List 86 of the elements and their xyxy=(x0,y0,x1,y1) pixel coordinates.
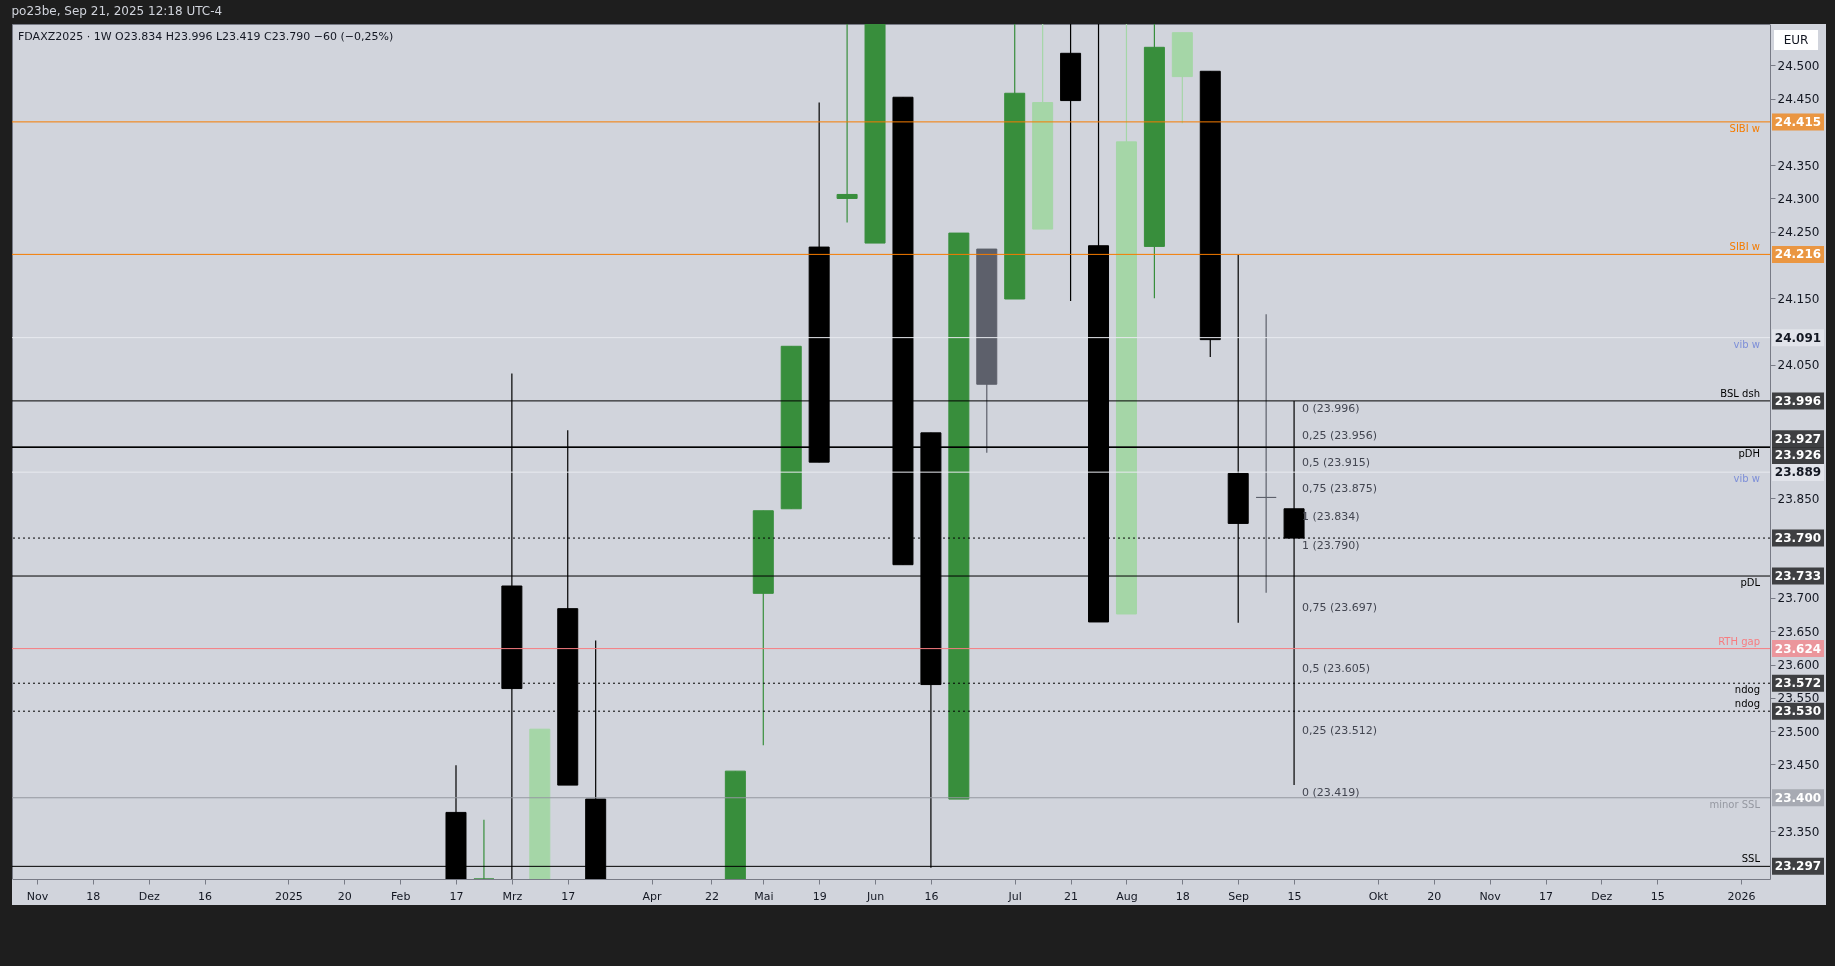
x-tick-label: Jul xyxy=(1007,889,1022,903)
x-tick-label: 18 xyxy=(1175,889,1190,903)
x-tick-label: 16 xyxy=(198,889,213,903)
x-tick-label: 15 xyxy=(1287,889,1302,903)
text: 23.400 xyxy=(1774,790,1822,805)
text: 23.790 xyxy=(1774,531,1822,546)
annotation: 1 (23.834) xyxy=(1302,509,1360,523)
candlestick xyxy=(1255,313,1277,594)
ref-line-label: SIBI w xyxy=(1729,122,1760,134)
ref-line-label: RTH gap xyxy=(1718,635,1760,647)
candlestick xyxy=(836,24,858,224)
x-tick-label: Nov xyxy=(1479,889,1502,903)
x-tick-label: 2026 xyxy=(1727,889,1756,903)
text: 23.297 xyxy=(1774,859,1822,874)
text: 23.530 xyxy=(1774,704,1822,719)
annotation: 1 (23.790) xyxy=(1302,539,1360,553)
annotation: 0,75 (23.875) xyxy=(1302,482,1378,496)
x-tick-label: Sep xyxy=(1228,889,1250,903)
x-tick-label: 17 xyxy=(1539,889,1553,903)
y-tick-label: 23.500 xyxy=(1777,724,1820,739)
x-tick-label: Mai xyxy=(754,889,774,903)
text: 24.415 xyxy=(1774,114,1822,129)
x-tick-label: 20 xyxy=(337,889,352,903)
ref-line-label: ndog xyxy=(1734,684,1760,696)
y-tick-label: 24.450 xyxy=(1777,92,1820,107)
annotation: 0,5 (23.915) xyxy=(1302,455,1371,469)
text: 24.091 xyxy=(1774,330,1822,345)
annotation: 0,5 (23.605) xyxy=(1302,662,1371,676)
y-tick-label: 23.700 xyxy=(1777,591,1820,606)
annotation: 0,25 (23.956) xyxy=(1302,428,1378,442)
y-tick-label: 24.300 xyxy=(1777,191,1820,206)
x-tick-label: 16 xyxy=(924,889,939,903)
text: 23.624 xyxy=(1774,641,1822,656)
x-tick-label: Mrz xyxy=(502,889,523,903)
ref-line-label: vib w xyxy=(1733,338,1760,350)
annotation: 0 (23.996) xyxy=(1302,401,1360,415)
x-tick-label: Jun xyxy=(865,889,885,903)
text: 23.733 xyxy=(1774,569,1822,584)
y-tick-label: 24.350 xyxy=(1777,158,1820,173)
chart-title: po23be, Sep 21, 2025 12:18 UTC-4 xyxy=(11,4,223,18)
x-tick-label: Dez xyxy=(1591,889,1613,903)
y-tick-label: 23.550 xyxy=(1777,691,1820,706)
text: 23.926 xyxy=(1774,448,1822,463)
y-tick-label: 23.450 xyxy=(1777,757,1820,772)
y-tick-label: 24.150 xyxy=(1777,291,1820,306)
text: 24.216 xyxy=(1774,247,1822,262)
x-tick-label: 17 xyxy=(449,889,464,903)
x-tick-label: 18 xyxy=(86,889,101,903)
x-tick-label: 17 xyxy=(561,889,576,903)
x-tick-label: 22 xyxy=(704,889,719,903)
annotation: 0 (23.419) xyxy=(1302,786,1360,800)
x-tick-label: 20 xyxy=(1427,889,1442,903)
y-tick-label: 24.250 xyxy=(1777,225,1820,240)
text: 23.572 xyxy=(1774,676,1822,691)
x-tick-label: 21 xyxy=(1064,889,1079,903)
annotation: 0,25 (23.512) xyxy=(1302,724,1378,738)
text: 23.927 xyxy=(1774,431,1822,446)
x-tick-label: 15 xyxy=(1650,889,1665,903)
x-tick-label: Okt xyxy=(1368,889,1389,903)
y-tick-label: 23.600 xyxy=(1777,658,1820,673)
ref-line-label: ndog xyxy=(1734,698,1760,710)
y-tick-label: 23.350 xyxy=(1777,824,1820,839)
text: EUR xyxy=(1783,33,1809,47)
x-tick-label: Feb xyxy=(390,889,411,903)
ref-line-label: SIBI w xyxy=(1729,241,1760,253)
y-tick-label: 23.850 xyxy=(1777,491,1820,506)
ref-line-label: minor SSL xyxy=(1709,798,1761,810)
ref-line-label: SSL xyxy=(1741,853,1761,865)
text: FDAXZ2025 · 1W O23.834 H23.996 L23.419 C23.790 −60 (−0,25%) xyxy=(18,30,394,43)
x-tick-label: Aug xyxy=(1116,889,1138,903)
annotation: 0,75 (23.697) xyxy=(1302,600,1378,614)
x-tick-label: 19 xyxy=(812,889,827,903)
ref-line-label: pDL xyxy=(1740,577,1761,589)
ref-line-label: vib w xyxy=(1733,473,1760,485)
x-tick-label: 2025 xyxy=(274,889,303,903)
y-tick-label: 24.050 xyxy=(1777,358,1820,373)
y-tick-label: 24.500 xyxy=(1777,58,1820,73)
y-tick-label: 23.650 xyxy=(1777,624,1820,639)
text: 23.996 xyxy=(1774,393,1822,408)
text: 23.889 xyxy=(1774,465,1822,480)
x-tick-label: Apr xyxy=(642,889,663,903)
x-tick-label: Nov xyxy=(26,889,49,903)
ref-line-label: BSL dsh xyxy=(1720,387,1760,399)
ref-line-label: pDH xyxy=(1738,447,1760,459)
x-tick-label: Dez xyxy=(138,889,160,903)
candlestick xyxy=(473,819,495,879)
